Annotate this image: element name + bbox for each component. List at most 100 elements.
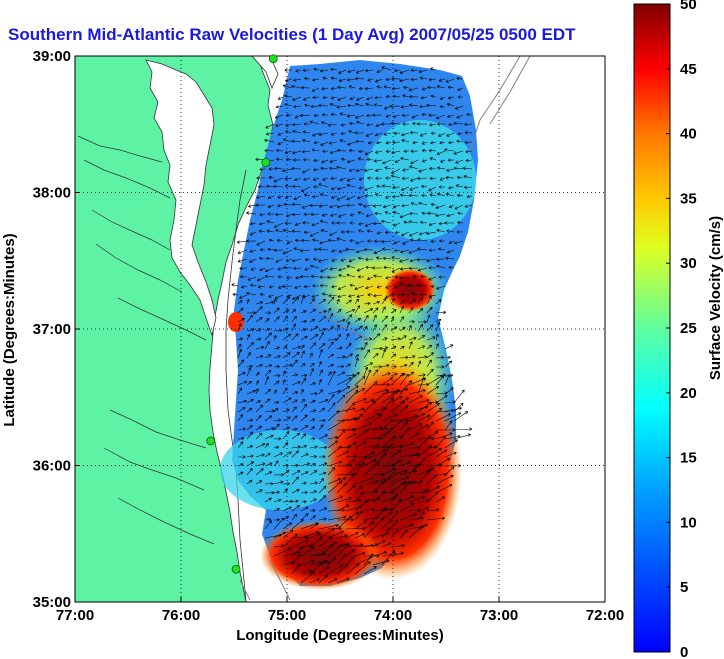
- velocity-arrow: [384, 211, 392, 215]
- velocity-arrow: [399, 355, 409, 360]
- velocity-arrow: [364, 86, 374, 91]
- velocity-arrow: [399, 529, 408, 539]
- velocity-arrow: [265, 256, 275, 261]
- velocity-arrow: [231, 283, 239, 287]
- velocity-arrow: [249, 258, 257, 263]
- velocity-arrow: [291, 415, 298, 422]
- grid-lines: [75, 56, 605, 602]
- velocity-arrow: [381, 315, 388, 323]
- velocity-arrow: [346, 264, 356, 269]
- velocity-arrow: [399, 414, 419, 422]
- velocity-arrow: [428, 276, 437, 281]
- velocity-arrow: [401, 231, 410, 237]
- velocity-arrow: [340, 131, 347, 136]
- velocity-arrow: [309, 470, 318, 476]
- velocity-arrow: [237, 359, 245, 368]
- velocity-arrow: [464, 185, 473, 190]
- velocity-arrow: [273, 531, 286, 539]
- velocity-arrow: [268, 167, 275, 171]
- velocity-arrow: [273, 498, 282, 503]
- velocity-arrow: [408, 432, 420, 440]
- velocity-arrow: [338, 69, 347, 74]
- velocity-arrow: [336, 394, 346, 404]
- velocity-arrow: [372, 346, 383, 351]
- velocity-arrow: [355, 240, 365, 245]
- velocity-arrow: [345, 464, 361, 476]
- velocity-arrow: [373, 103, 383, 107]
- velocity-arrow: [364, 186, 374, 191]
- velocity-arrow: [275, 229, 284, 233]
- velocity-arrow: [372, 490, 386, 503]
- velocity-arrow: [264, 491, 275, 495]
- velocity-arrow: [399, 282, 410, 287]
- velocity-arrow: [435, 458, 451, 467]
- velocity-arrow: [428, 148, 437, 153]
- velocity-arrow: [372, 369, 379, 377]
- velocity-arrow: [246, 314, 253, 323]
- velocity-arrow: [374, 132, 383, 137]
- velocity-arrow: [294, 177, 302, 182]
- velocity-arrow: [444, 420, 453, 431]
- velocity-arrow: [300, 490, 308, 495]
- velocity-arrow: [465, 149, 473, 154]
- velocity-arrow: [410, 77, 419, 82]
- velocity-arrow: [320, 166, 329, 171]
- velocity-arrow: [430, 202, 437, 207]
- colorbar-tick-label: 0: [680, 644, 688, 659]
- velocity-arrow: [300, 559, 315, 566]
- velocity-arrow: [354, 347, 364, 351]
- velocity-arrow: [399, 495, 415, 503]
- velocity-arrow: [327, 363, 334, 368]
- velocity-arrow: [282, 370, 286, 377]
- velocity-arrow: [436, 85, 446, 89]
- velocity-arrow: [345, 433, 357, 440]
- velocity-arrow: [274, 114, 284, 119]
- velocity-arrow: [365, 102, 374, 107]
- velocity-arrow: [309, 552, 327, 557]
- velocity-arrow: [246, 445, 254, 449]
- velocity-arrow: [354, 317, 361, 323]
- velocity-arrow: [444, 360, 453, 368]
- velocity-arrow: [246, 291, 257, 296]
- velocity-arrow: [428, 77, 437, 82]
- velocity-arrow: [248, 204, 257, 208]
- velocity-arrow: [372, 300, 380, 305]
- velocity-arrow: [293, 247, 302, 251]
- velocity-arrows: [231, 66, 473, 584]
- velocity-arrow: [273, 517, 285, 530]
- velocity-arrow: [329, 150, 338, 154]
- velocity-arrow: [300, 398, 306, 404]
- velocity-arrow: [427, 211, 437, 216]
- velocity-arrow: [399, 276, 410, 280]
- velocity-arrow: [409, 165, 419, 170]
- velocity-arrow: [283, 202, 293, 207]
- velocity-arrow: [399, 316, 405, 323]
- velocity-arrow: [439, 177, 446, 181]
- high-velocity-north: [384, 268, 436, 312]
- velocity-arrow: [256, 240, 266, 246]
- velocity-arrow: [372, 390, 389, 404]
- velocity-arrow: [390, 481, 407, 494]
- velocity-arrow: [349, 283, 356, 288]
- velocity-arrow: [340, 123, 347, 127]
- velocity-arrow: [435, 318, 442, 323]
- velocity-arrow: [319, 275, 329, 279]
- velocity-arrow: [336, 237, 347, 242]
- y-axis-label: Latitude (Degrees:Minutes): [1, 233, 18, 426]
- velocity-arrow: [294, 285, 302, 289]
- velocity-arrow: [249, 231, 257, 236]
- velocity-arrow: [309, 498, 317, 503]
- velocity-arrow: [345, 563, 360, 575]
- velocity-arrow: [444, 439, 458, 449]
- velocity-arrow: [381, 66, 392, 71]
- velocity-arrow: [291, 297, 300, 305]
- velocity-arrow: [291, 554, 301, 566]
- velocity-arrow: [354, 388, 366, 395]
- velocity-arrow: [338, 78, 347, 82]
- velocity-arrow: [309, 490, 317, 494]
- velocity-arrow: [435, 496, 446, 503]
- velocity-arrow: [273, 316, 280, 323]
- velocity-arrow: [277, 195, 284, 199]
- velocity-arrow: [439, 96, 446, 100]
- velocity-arrow: [373, 159, 383, 163]
